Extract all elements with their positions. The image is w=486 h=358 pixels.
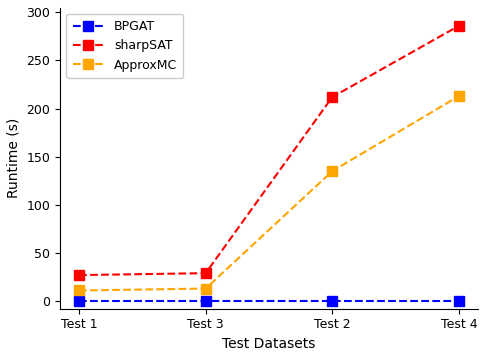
ApproxMC	[203, 286, 208, 291]
sharpSAT	[330, 95, 335, 99]
BPGAT	[203, 299, 208, 303]
sharpSAT	[456, 24, 462, 28]
Line: sharpSAT: sharpSAT	[74, 21, 464, 280]
BPGAT	[330, 299, 335, 303]
ApproxMC	[456, 94, 462, 98]
Line: ApproxMC: ApproxMC	[74, 91, 464, 295]
ApproxMC	[76, 288, 82, 292]
X-axis label: Test Datasets: Test Datasets	[222, 337, 316, 351]
sharpSAT	[203, 271, 208, 275]
ApproxMC	[330, 169, 335, 173]
BPGAT	[456, 299, 462, 303]
Y-axis label: Runtime (s): Runtime (s)	[7, 118, 21, 198]
sharpSAT	[76, 273, 82, 277]
Legend: BPGAT, sharpSAT, ApproxMC: BPGAT, sharpSAT, ApproxMC	[67, 14, 183, 78]
BPGAT	[76, 299, 82, 303]
Line: BPGAT: BPGAT	[74, 296, 464, 306]
